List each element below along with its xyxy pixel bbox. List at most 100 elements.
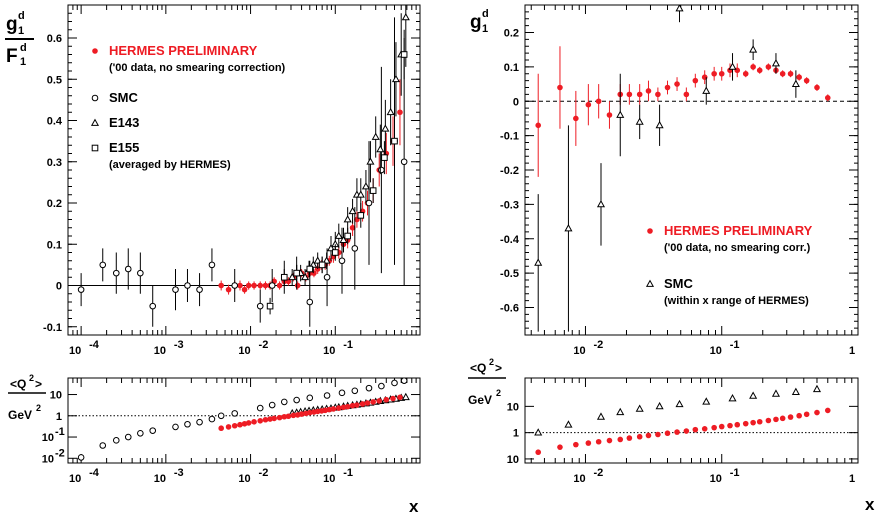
right-bottom-series-hermes-preliminary xyxy=(535,407,831,456)
left-bottom-ytick-label: 10 xyxy=(42,453,54,465)
left-top-ytick-label: -0.1 xyxy=(43,322,62,334)
data-point xyxy=(217,412,225,420)
right-top-plot: 10 -2 10 -1 1 -0.6 -0.5 -0.4 -0.3 -0.2 -0.1 0 0.1 0.2… xyxy=(500,4,859,357)
data-point xyxy=(756,418,763,425)
data-point xyxy=(674,81,680,87)
right-bottom-ylabel: <Q 2 > GeV 2 xyxy=(468,357,506,407)
left-bottom-ytick-label: 10 xyxy=(42,432,54,444)
legend-sublabel: ('00 data, no smearing correction) xyxy=(109,62,286,74)
right-top-ytick-label: -0.4 xyxy=(500,234,520,246)
data-point xyxy=(765,417,772,424)
data-point xyxy=(585,101,592,108)
data-point xyxy=(557,444,563,450)
data-point xyxy=(323,392,331,399)
data-point xyxy=(564,224,573,232)
data-point xyxy=(364,400,371,406)
right-xlabel: x xyxy=(865,495,875,514)
legend-marker-square xyxy=(91,144,99,152)
svg-text:GeV: GeV xyxy=(8,408,32,422)
left-top-plot: 10 -4 10 -3 10 -2 10 -1 -0.1 0 0.1 0.2 0.3 0.4 0.5 0.6 H… xyxy=(43,4,421,357)
data-point xyxy=(742,420,749,427)
data-point xyxy=(655,431,661,438)
left-top-ytick-label: 0.5 xyxy=(47,74,62,86)
data-point xyxy=(184,420,191,428)
data-point xyxy=(773,416,779,423)
legend-label: E155 xyxy=(109,140,139,155)
data-point xyxy=(645,432,652,439)
right-bottom-plot: 10 -2 10 -1 1 10 1 10 xyxy=(507,377,859,485)
data-point xyxy=(251,282,257,289)
data-point xyxy=(306,409,313,416)
data-point xyxy=(306,265,314,273)
data-point xyxy=(172,423,179,431)
data-point xyxy=(683,428,690,434)
data-point xyxy=(397,109,403,116)
right-top-xtick-exp: -2 xyxy=(593,339,603,351)
data-point xyxy=(675,399,684,408)
left-bottom-xtick-label: 10 xyxy=(154,473,166,485)
data-point xyxy=(728,62,737,70)
right-top-series-hermes-preliminary xyxy=(535,46,831,177)
data-point xyxy=(386,107,395,116)
data-point xyxy=(534,428,543,436)
data-point xyxy=(702,86,711,94)
data-point xyxy=(366,157,375,165)
data-point xyxy=(585,440,592,446)
left-bottom-ytick-label: 10 xyxy=(50,390,62,402)
right-top-series-smc xyxy=(534,5,800,332)
data-point xyxy=(280,398,288,406)
data-point xyxy=(241,286,248,293)
data-point xyxy=(636,91,643,98)
right-top-ytick-label: 0.2 xyxy=(504,28,519,40)
data-point xyxy=(635,404,644,412)
data-point xyxy=(573,115,579,122)
legend-label: HERMES PRELIMINARY xyxy=(109,43,258,58)
data-point xyxy=(718,70,725,77)
data-point xyxy=(245,282,252,289)
data-point xyxy=(257,418,264,424)
data-point xyxy=(702,397,711,405)
data-point xyxy=(351,387,359,395)
data-point xyxy=(814,409,820,416)
data-point xyxy=(262,416,269,423)
data-point xyxy=(734,421,741,428)
data-point xyxy=(268,401,276,409)
svg-text:d: d xyxy=(18,10,25,22)
data-point xyxy=(331,249,339,256)
data-point xyxy=(606,437,613,444)
data-point xyxy=(655,120,664,129)
data-point xyxy=(344,232,351,240)
data-point xyxy=(149,302,157,310)
left-bottom-ylabel: <Q 2 > GeV 2 xyxy=(8,373,46,422)
data-point xyxy=(340,404,347,411)
data-point xyxy=(112,269,120,277)
data-point xyxy=(356,190,365,198)
data-point xyxy=(401,12,410,21)
data-point xyxy=(791,79,800,87)
data-point xyxy=(692,77,699,84)
data-point xyxy=(400,158,408,166)
svg-text:GeV: GeV xyxy=(468,393,492,407)
data-point xyxy=(636,433,643,440)
data-point xyxy=(742,70,749,77)
data-point xyxy=(112,437,120,444)
data-point xyxy=(535,449,542,456)
right-top-xtick-label: 10 xyxy=(573,345,585,357)
right-top-xtick-label: 1 xyxy=(849,345,855,357)
right-top-legend: HERMES PRELIMINARY ('00 data, no smearing… xyxy=(645,223,813,307)
right-bottom-ytick-label: 1 xyxy=(513,428,519,440)
data-point xyxy=(344,403,351,410)
data-point xyxy=(718,423,725,430)
left-top-xtick-label: 10 xyxy=(69,345,81,357)
left-top-xtick-exp: -1 xyxy=(343,339,353,351)
data-point xyxy=(196,418,203,426)
data-point xyxy=(381,124,390,132)
data-point xyxy=(339,235,348,244)
left-top-xtick-label: 10 xyxy=(154,345,166,357)
left-bottom-xtick-label: 10 xyxy=(69,473,81,485)
left-bottom-xtick-label: 10 xyxy=(238,473,250,485)
svg-text:F: F xyxy=(6,46,18,67)
data-point xyxy=(803,411,810,418)
data-point xyxy=(318,261,326,269)
